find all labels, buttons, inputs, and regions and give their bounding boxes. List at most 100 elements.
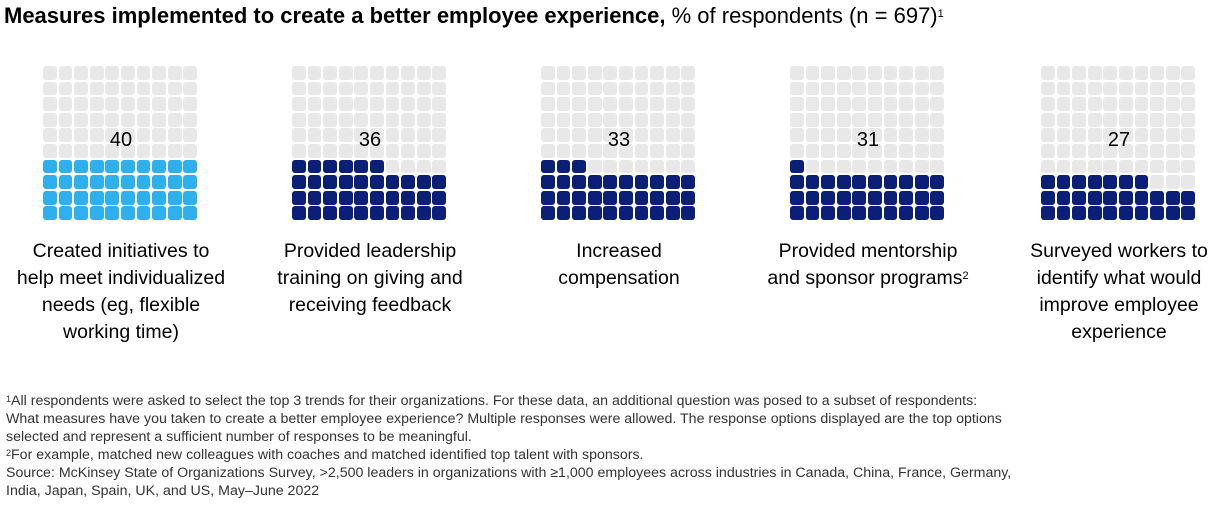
waffle-cell-empty: [681, 144, 696, 158]
waffle-cell-empty: [1056, 144, 1071, 158]
waffle-cell-filled: [292, 206, 306, 221]
waffle-cell-empty: [385, 97, 400, 111]
waffle-cell-filled: [292, 175, 306, 189]
category-label-text: Provided leadership training on giving a…: [277, 240, 463, 316]
waffle-cell-empty: [89, 112, 104, 127]
waffle-cell-empty: [1103, 97, 1118, 111]
chart-title-bold: Measures implemented to create a better …: [4, 3, 666, 28]
waffle-cell-empty: [136, 128, 151, 143]
waffle-cell-empty: [572, 66, 586, 80]
waffle-cell-empty: [152, 144, 166, 158]
waffle-cell-empty: [292, 128, 306, 143]
waffle-cell-empty: [307, 66, 322, 80]
waffle-cell-empty: [852, 144, 867, 158]
waffle-cell-empty: [836, 81, 851, 96]
waffle-cell-empty: [603, 128, 618, 143]
waffle-cell-filled: [1150, 206, 1164, 221]
waffle-cell-filled: [556, 159, 571, 174]
waffle-cell-empty: [43, 81, 57, 96]
waffle-cell-empty: [354, 81, 369, 96]
waffle-cell-empty: [1181, 128, 1196, 143]
waffle-cell-filled: [868, 175, 882, 189]
waffle-cell-empty: [292, 81, 306, 96]
waffle-cell-empty: [136, 144, 151, 158]
waffle-cell-empty: [1056, 159, 1071, 174]
waffle-cell-empty: [183, 112, 198, 127]
waffle-cell-filled: [307, 159, 322, 174]
waffle-cell-empty: [914, 112, 929, 127]
waffle-cell-empty: [121, 128, 135, 143]
waffle-cell-filled: [43, 190, 57, 205]
waffle-cell-empty: [868, 128, 882, 143]
waffle-cell-filled: [914, 190, 929, 205]
waffle-cell-empty: [852, 97, 867, 111]
waffle-cell-filled: [619, 175, 633, 189]
waffle-cell-filled: [74, 206, 88, 221]
waffle-cell-empty: [432, 97, 447, 111]
waffle-cell-empty: [401, 81, 415, 96]
waffle-cell-filled: [1150, 190, 1164, 205]
waffle-cell-empty: [603, 66, 618, 80]
waffle-cell-empty: [665, 97, 680, 111]
waffle-cell-empty: [1087, 81, 1102, 96]
waffle-cell-filled: [930, 175, 945, 189]
waffle-cell-empty: [1056, 81, 1071, 96]
waffle-cell-empty: [556, 144, 571, 158]
waffle-cell-filled: [650, 190, 664, 205]
waffle-cell-filled: [323, 190, 337, 205]
waffle-cell-filled: [821, 206, 835, 221]
waffle-cell-filled: [603, 190, 618, 205]
waffle-cell-empty: [385, 66, 400, 80]
waffle-cell-empty: [1181, 175, 1196, 189]
waffle-cell-empty: [1041, 128, 1055, 143]
waffle-cell-empty: [665, 159, 680, 174]
waffle-cell-empty: [1150, 97, 1164, 111]
category-label: Provided mentorship and sponsor programs…: [748, 238, 988, 292]
waffle-cell-empty: [1056, 66, 1071, 80]
waffle-cell-empty: [619, 66, 633, 80]
waffle-cell-filled: [790, 159, 804, 174]
waffle-cell-filled: [1041, 190, 1055, 205]
waffle-cell-empty: [1072, 97, 1086, 111]
waffle-cell-empty: [914, 144, 929, 158]
waffle-cell-filled: [1087, 190, 1102, 205]
waffle-cell-empty: [899, 128, 913, 143]
waffle-cell-empty: [556, 128, 571, 143]
waffle-cell-empty: [836, 144, 851, 158]
waffle-cell-filled: [572, 159, 586, 174]
waffle-cell-empty: [58, 81, 73, 96]
waffle-cell-filled: [665, 175, 680, 189]
waffle-cell-empty: [105, 81, 120, 96]
waffle-cell-empty: [432, 159, 447, 174]
waffle-cell-empty: [1072, 159, 1086, 174]
waffle-cell-empty: [401, 97, 415, 111]
waffle-cell-empty: [883, 81, 898, 96]
waffle-cell-filled: [883, 190, 898, 205]
waffle-cell-filled: [852, 175, 867, 189]
waffle-cell-empty: [650, 81, 664, 96]
waffle-cell-empty: [1181, 144, 1196, 158]
waffle-cell-filled: [354, 159, 369, 174]
footnote-2: 2For example, matched new colleagues wit…: [6, 446, 1216, 464]
waffle-cell-empty: [930, 66, 945, 80]
waffle-cell-filled: [930, 190, 945, 205]
waffle-cell-empty: [136, 97, 151, 111]
waffle-cell-empty: [354, 97, 369, 111]
value-label: 27: [1107, 129, 1131, 151]
waffle-cell-filled: [556, 190, 571, 205]
waffle-cell-empty: [634, 144, 649, 158]
waffle-cell-filled: [634, 175, 649, 189]
waffle-cell-empty: [899, 81, 913, 96]
waffle-cell-empty: [307, 128, 322, 143]
waffle-cell-empty: [323, 144, 337, 158]
waffle-cell-empty: [1134, 81, 1149, 96]
waffle-cell-filled: [1087, 206, 1102, 221]
waffle-cell-empty: [105, 66, 120, 80]
waffle-cell-filled: [183, 190, 198, 205]
waffle-cell-empty: [152, 128, 166, 143]
waffle-cell-empty: [603, 144, 618, 158]
waffle-cell-filled: [681, 206, 696, 221]
waffle-cell-empty: [805, 66, 820, 80]
waffle-cell-empty: [1119, 128, 1133, 143]
waffle-cell-empty: [805, 112, 820, 127]
